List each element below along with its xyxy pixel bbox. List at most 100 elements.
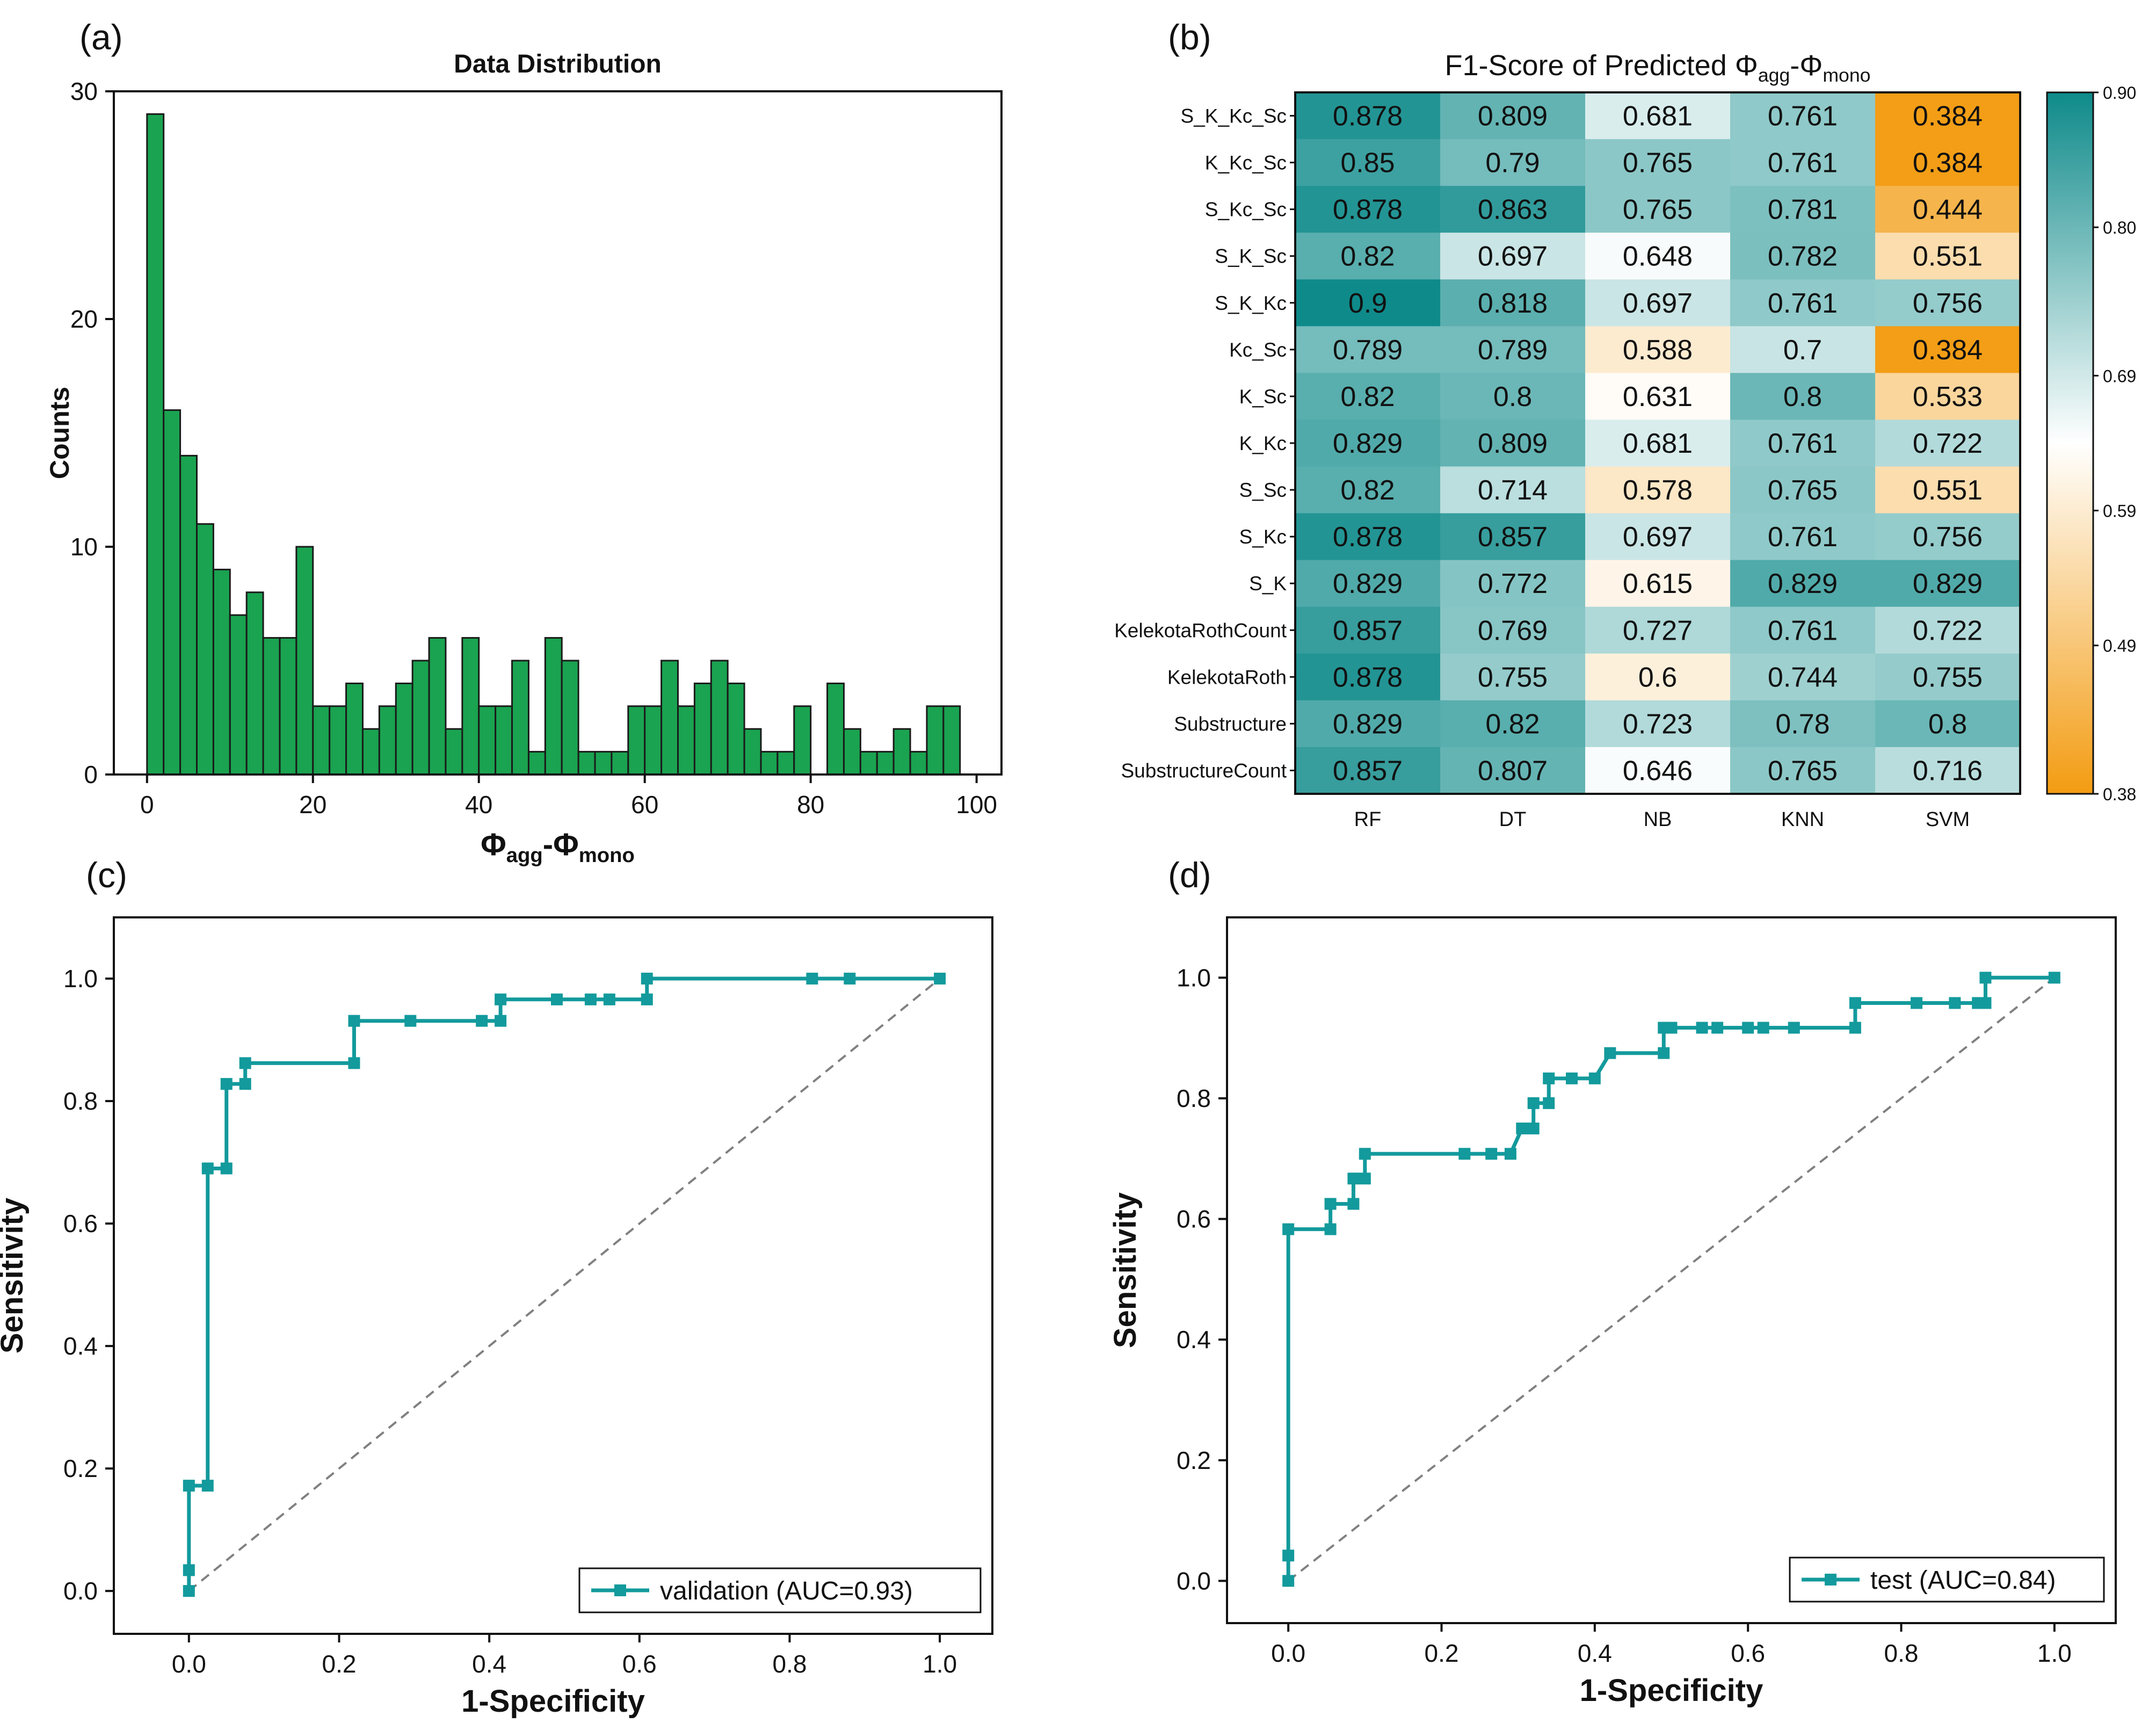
heatmap-cell	[1440, 233, 1586, 280]
heatmap-cell	[1875, 373, 2021, 420]
roc-point	[239, 1078, 251, 1090]
chart-title: Data Distribution	[454, 50, 662, 78]
roc-point	[1527, 1097, 1540, 1109]
roc-point	[1504, 1148, 1516, 1160]
histogram-bar	[411, 660, 430, 776]
heatmap-cell	[1730, 139, 1876, 186]
heatmap-cell-value: 0.444	[1913, 194, 1983, 226]
heatmap-cell-value: 0.878	[1333, 522, 1403, 553]
heatmap-cell-value: 0.863	[1478, 194, 1548, 226]
heatmap-cell-value: 0.761	[1768, 522, 1838, 553]
heatmap-cell-value: 0.723	[1623, 708, 1693, 740]
heatmap-cell	[1875, 326, 2021, 373]
histogram-bar	[312, 705, 331, 776]
colorbar-tick-label: 0.59	[2103, 502, 2136, 521]
chance-diagonal	[1287, 976, 2056, 1582]
heatmap-cell-value: 0.9	[1348, 288, 1387, 319]
heatmap-cell-value: 0.79	[1485, 148, 1540, 179]
roc-point	[1543, 1072, 1555, 1084]
heatmap-cell	[1585, 606, 1731, 654]
y-tick-label: 0.6	[63, 1210, 98, 1237]
heatmap-cell	[1875, 186, 2021, 233]
y-tick-label: 20	[70, 305, 98, 333]
roc-point	[348, 1057, 360, 1069]
y-tick-label: 0.2	[63, 1454, 98, 1482]
heatmap-cell	[1875, 466, 2021, 514]
histogram-bar	[644, 705, 663, 776]
heatmap-cell	[1875, 606, 2021, 654]
x-tick-label: 0.0	[1271, 1639, 1305, 1667]
heatmap-cell	[1585, 513, 1731, 561]
heatmap-cell	[1295, 139, 1441, 186]
heatmap-row-label: S_K_Kc	[1215, 292, 1287, 314]
heatmap-row-label: S_K	[1249, 573, 1287, 595]
heatmap-cell-value: 0.807	[1478, 755, 1548, 786]
histogram-bar	[843, 728, 861, 776]
histogram-bar	[195, 523, 214, 776]
y-axis-label: Sensitivity	[1108, 1192, 1143, 1348]
plot-frame	[113, 90, 1003, 776]
histogram-bar	[262, 637, 281, 776]
heatmap-cell	[1585, 139, 1731, 186]
heatmap-cell	[1295, 419, 1441, 467]
histogram-bar	[561, 660, 579, 776]
histogram-bar	[909, 751, 928, 776]
heatmap-column-label: RF	[1354, 808, 1382, 831]
heatmap-cell-value: 0.878	[1333, 194, 1403, 226]
y-tick-label: 0.8	[63, 1087, 98, 1115]
x-tick-label: 0.0	[172, 1650, 206, 1678]
histogram-bar	[229, 614, 248, 776]
heatmap-cell-value: 0.809	[1478, 101, 1548, 132]
heatmap-cell-value: 0.744	[1768, 662, 1838, 693]
heatmap-cell	[1730, 373, 1876, 420]
heatmap-cell	[1730, 653, 1876, 701]
roc-point	[404, 1015, 417, 1027]
heatmap-cell-value: 0.772	[1478, 568, 1548, 599]
heatmap-cell	[1585, 466, 1731, 514]
heatmap-cell	[1585, 560, 1731, 607]
heatmap-cell-value: 0.809	[1478, 428, 1548, 459]
heatmap-cell	[1295, 373, 1441, 420]
roc-point	[1949, 997, 1961, 1009]
x-tick-label: 0.6	[1731, 1639, 1765, 1667]
histogram-bar	[279, 637, 297, 776]
heatmap-cell-value: 0.82	[1340, 381, 1395, 412]
heatmap-row-label: Substructure	[1174, 713, 1287, 735]
roc-point	[1282, 1550, 1295, 1562]
heatmap-cell-value: 0.82	[1340, 241, 1395, 272]
heatmap-cell-value: 0.722	[1913, 615, 1983, 646]
heatmap-cell-value: 0.6	[1638, 662, 1677, 693]
panel-label-b: (b)	[1168, 17, 1211, 57]
heatmap-cell-value: 0.681	[1623, 101, 1693, 132]
heatmap-cell	[1440, 560, 1586, 607]
heatmap-title: F1-Score of Predicted Φagg-Φmono	[1445, 49, 1871, 86]
roc-point	[1604, 1047, 1616, 1059]
heatmap-cell	[1440, 700, 1586, 748]
roc-point	[806, 973, 818, 985]
histogram-bar	[295, 546, 314, 776]
heatmap-cell-value: 0.765	[1623, 148, 1693, 179]
heatmap-cell-value: 0.714	[1478, 475, 1548, 506]
heatmap-cell	[1295, 653, 1441, 701]
histogram-bar	[511, 660, 529, 776]
heatmap-cell-value: 0.82	[1485, 708, 1540, 740]
histogram-bar	[329, 705, 347, 776]
heatmap-cell	[1730, 233, 1876, 280]
histogram-bar	[478, 705, 497, 776]
heatmap-cell-value: 0.769	[1478, 615, 1548, 646]
y-tick-label: 0.6	[1177, 1205, 1211, 1233]
heatmap-cell-value: 0.727	[1623, 615, 1693, 646]
roc-point	[1527, 1123, 1540, 1135]
y-tick-label: 0	[84, 761, 98, 788]
heatmap-cell	[1295, 606, 1441, 654]
roc-point	[1458, 1148, 1471, 1160]
heatmap-cell-value: 0.716	[1913, 755, 1983, 786]
heatmap-cell-value: 0.85	[1340, 148, 1395, 179]
y-tick-label: 0.2	[1177, 1446, 1211, 1474]
colorbar	[2046, 91, 2094, 795]
histogram-bar	[461, 637, 480, 776]
heatmap-cell	[1875, 419, 2021, 467]
roc-point	[1347, 1172, 1360, 1185]
heatmap-cell-value: 0.697	[1623, 288, 1693, 319]
x-tick-label: 0	[140, 791, 154, 819]
